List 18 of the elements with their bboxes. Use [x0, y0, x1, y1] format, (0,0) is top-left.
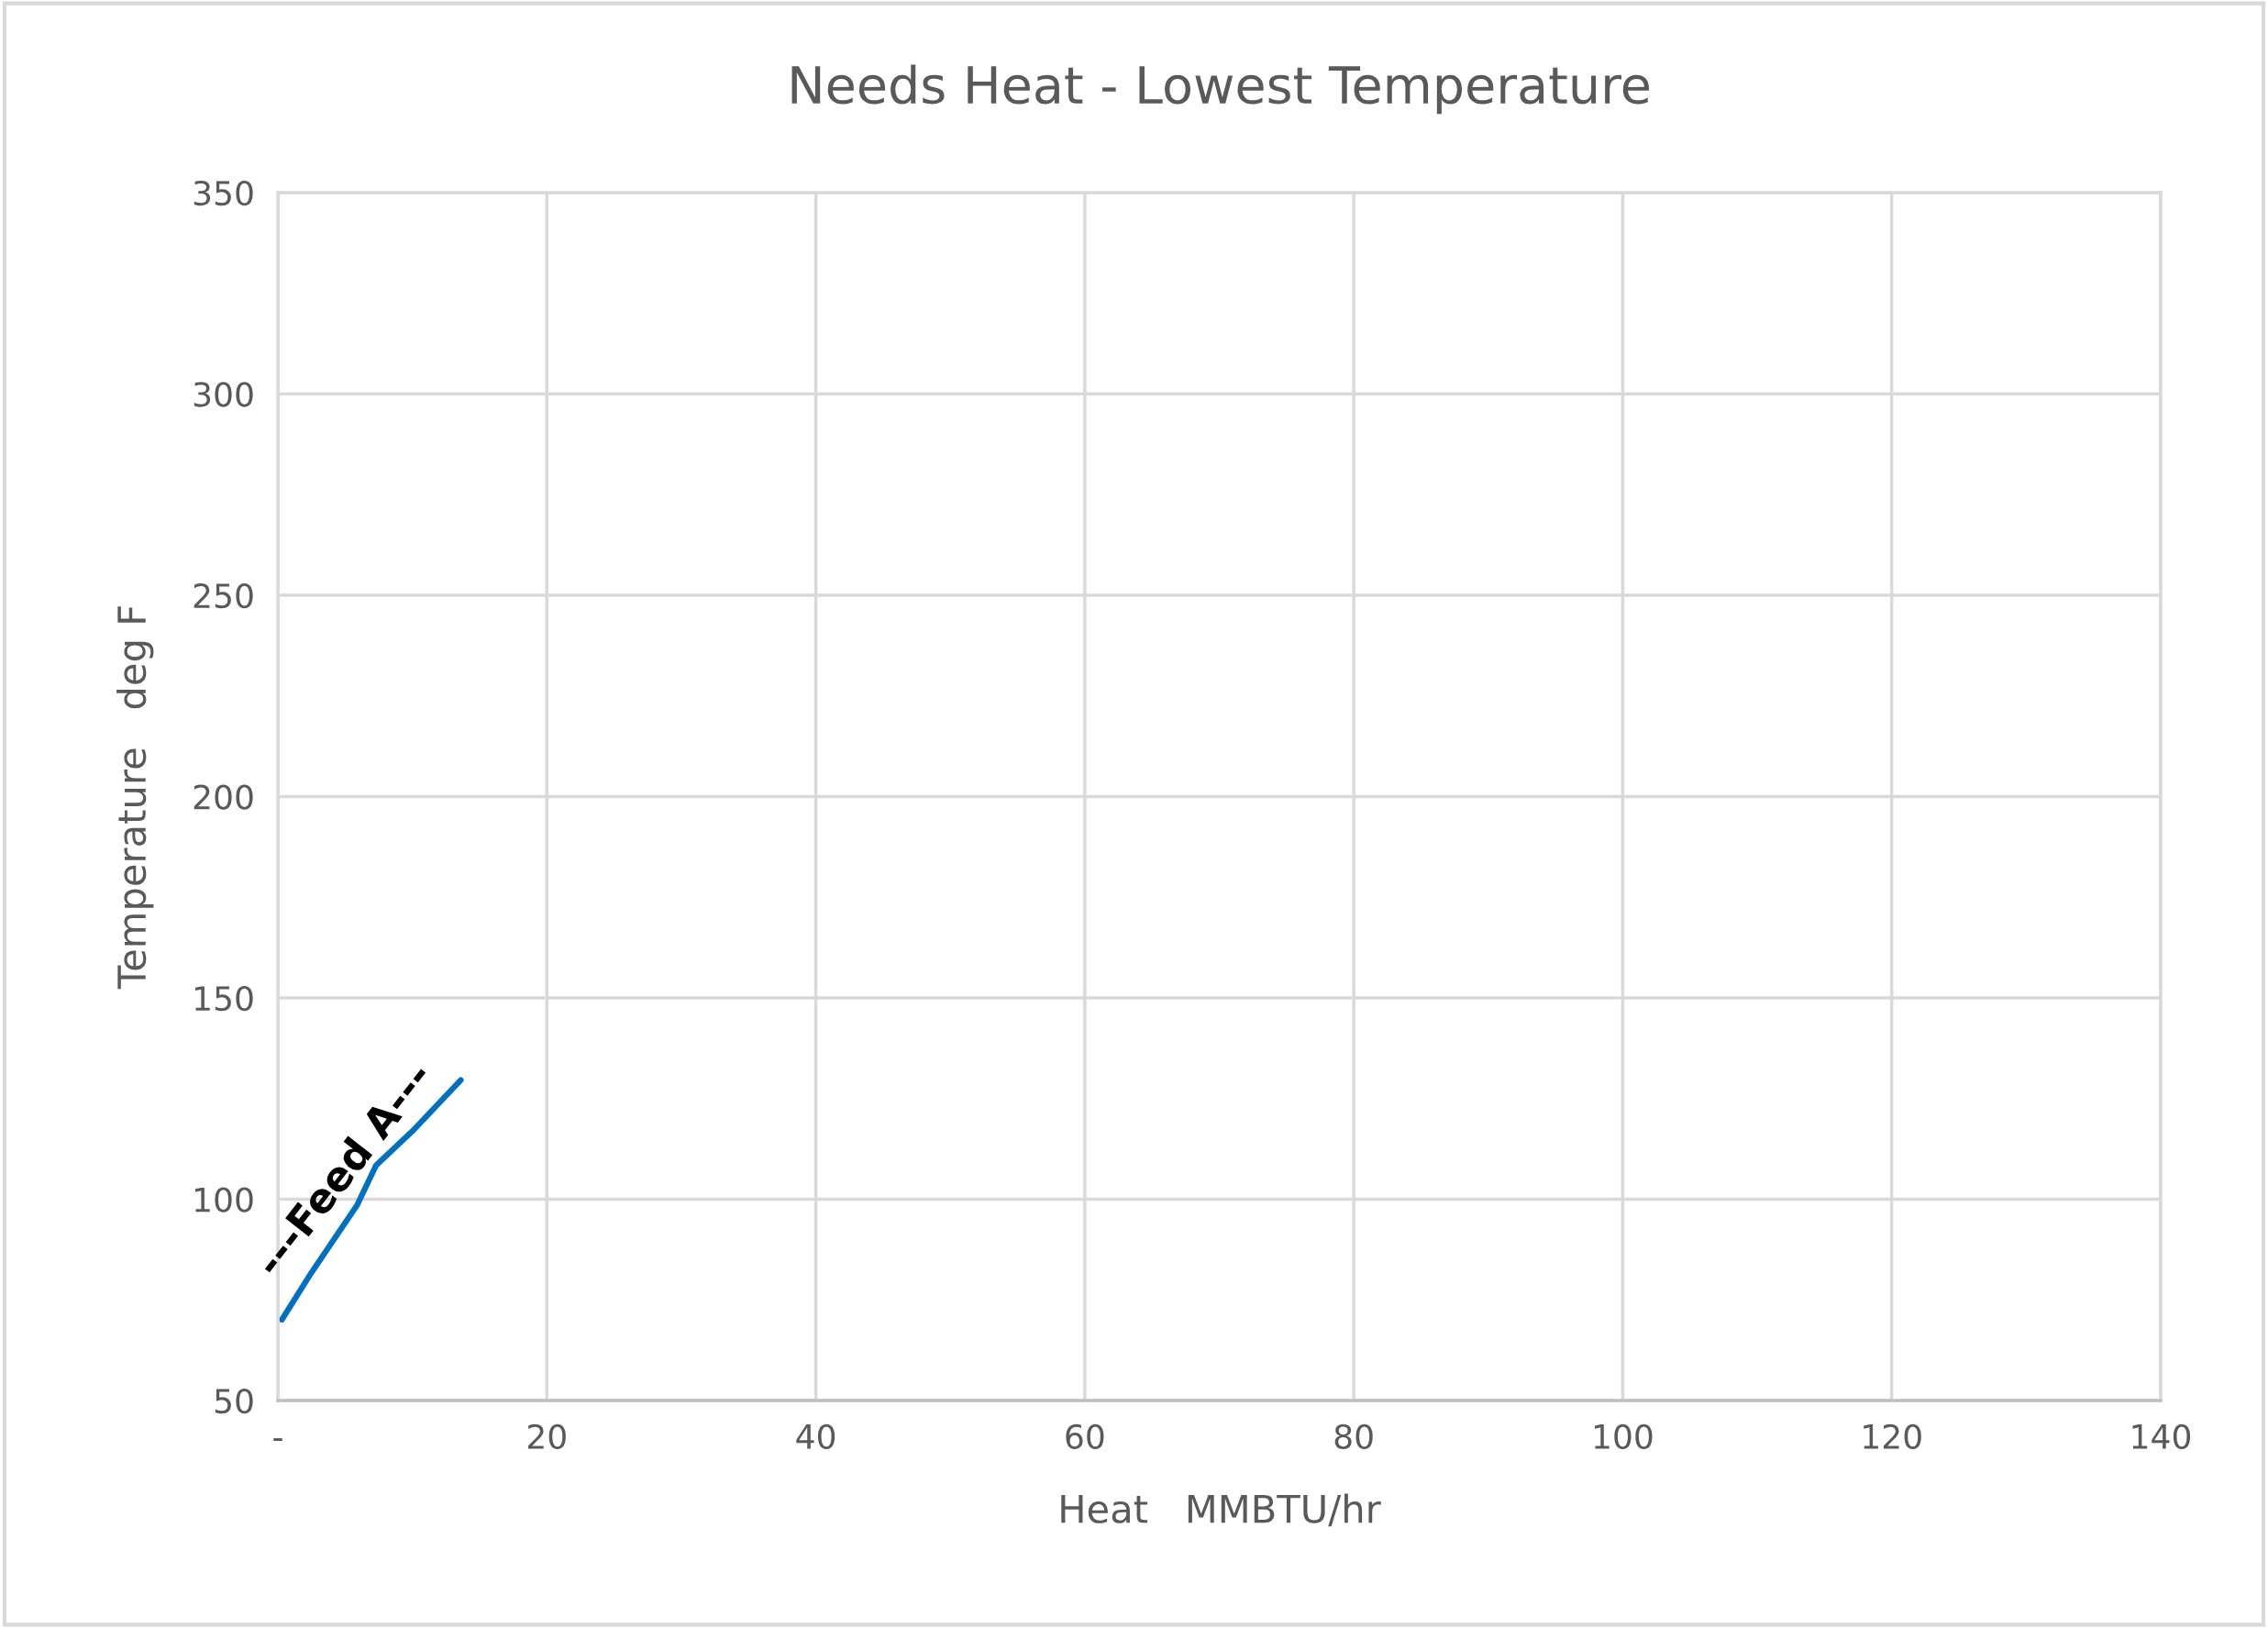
x-tick-label: 60 — [1066, 1423, 1104, 1449]
x-axis-title: Heat MMBTU/hr — [1061, 1493, 1381, 1527]
x-tick-label: - — [273, 1438, 282, 1441]
y-tick-label: 300 — [194, 382, 253, 407]
chart-title: Needs Heat - Lowest Temperature — [791, 64, 1649, 115]
x-tick-label: 80 — [1334, 1423, 1373, 1449]
y-tick-label: 250 — [194, 582, 253, 609]
x-tick-label: 40 — [796, 1423, 835, 1449]
y-axis-title: Temperature deg F — [116, 606, 154, 990]
y-tick-label: 200 — [194, 784, 253, 810]
x-tick-label: 20 — [527, 1423, 566, 1449]
y-tick-label: 150 — [195, 985, 253, 1012]
y-tick-label: 100 — [195, 1187, 253, 1213]
x-tick-label: 100 — [1594, 1423, 1653, 1449]
y-tick-label: 50 — [215, 1388, 253, 1414]
x-tick-label: 140 — [2132, 1423, 2191, 1449]
x-tick-label: 120 — [1864, 1423, 1921, 1449]
y-tick-label: 350 — [194, 180, 253, 206]
